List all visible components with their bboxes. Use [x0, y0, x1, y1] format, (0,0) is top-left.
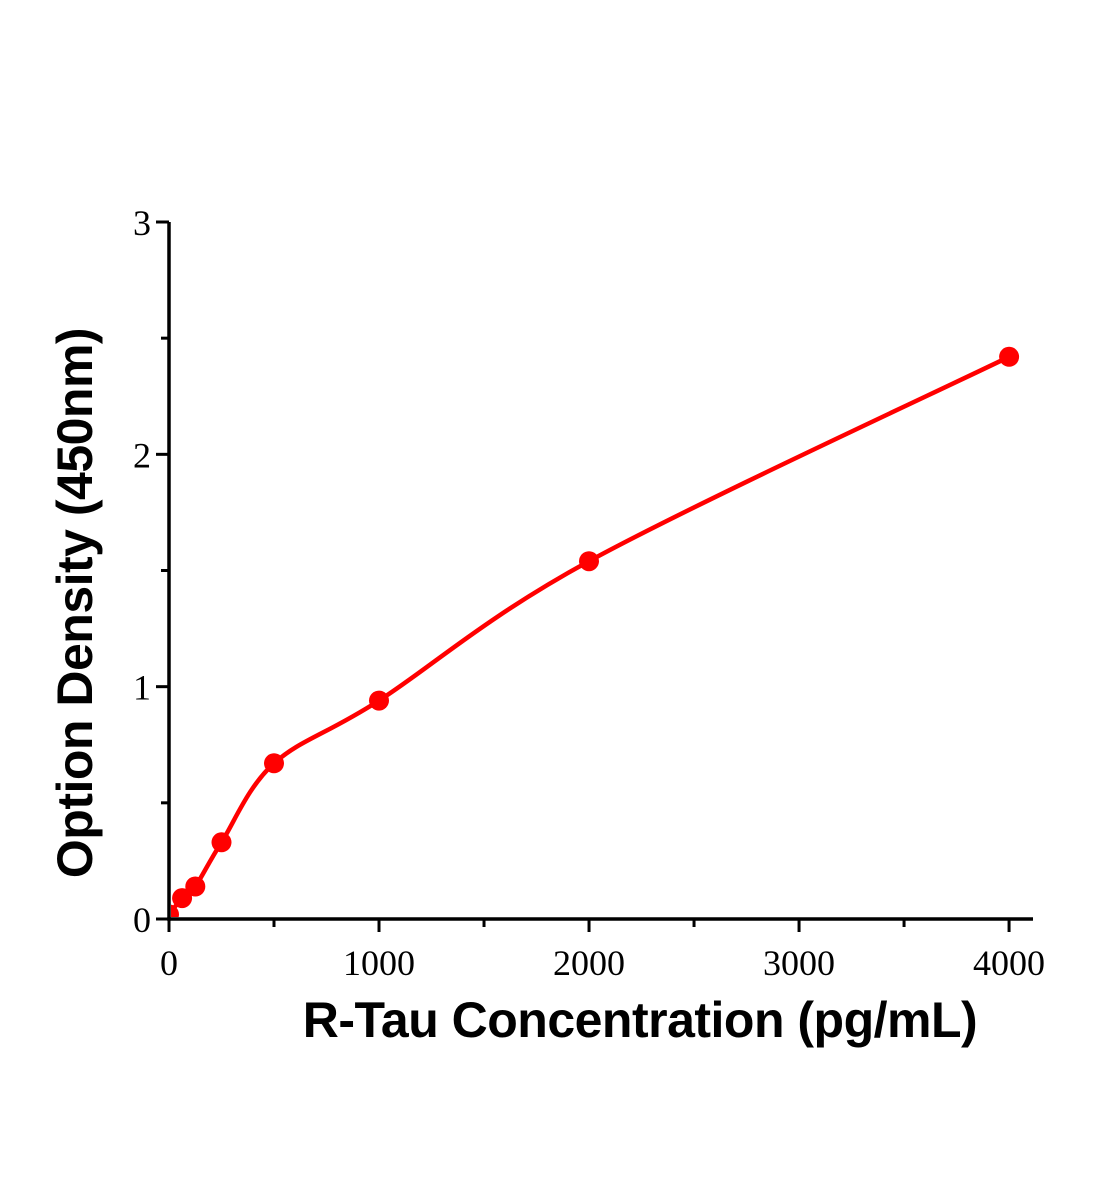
- fit-curve: [171, 354, 1012, 916]
- y-tick-label: 3: [133, 203, 151, 243]
- y-tick-label: 2: [133, 435, 151, 475]
- data-point: [172, 888, 193, 909]
- data-point: [369, 690, 389, 711]
- x-tick-label: 2000: [553, 943, 625, 983]
- data-point: [185, 876, 206, 897]
- data-point: [579, 551, 599, 572]
- data-point: [211, 832, 232, 853]
- x-tick-label: 1000: [343, 943, 415, 983]
- axes-group: 0 1000 2000 3000 4000 0 1 2 3: [133, 203, 1045, 983]
- x-axis-title: R-Tau Concentration (pg/mL): [302, 992, 978, 1048]
- data-point: [171, 904, 179, 917]
- x-tick-label: 4000: [973, 943, 1045, 983]
- x-tick-label: 0: [160, 943, 178, 983]
- x-tick-label: 3000: [763, 943, 835, 983]
- series-group: [171, 346, 1020, 917]
- y-tick-label: 1: [133, 668, 151, 708]
- y-tick-label: 0: [133, 900, 151, 940]
- data-point: [264, 753, 284, 774]
- data-point: [999, 346, 1020, 367]
- y-axis-title: Option Density (450nm): [47, 327, 103, 879]
